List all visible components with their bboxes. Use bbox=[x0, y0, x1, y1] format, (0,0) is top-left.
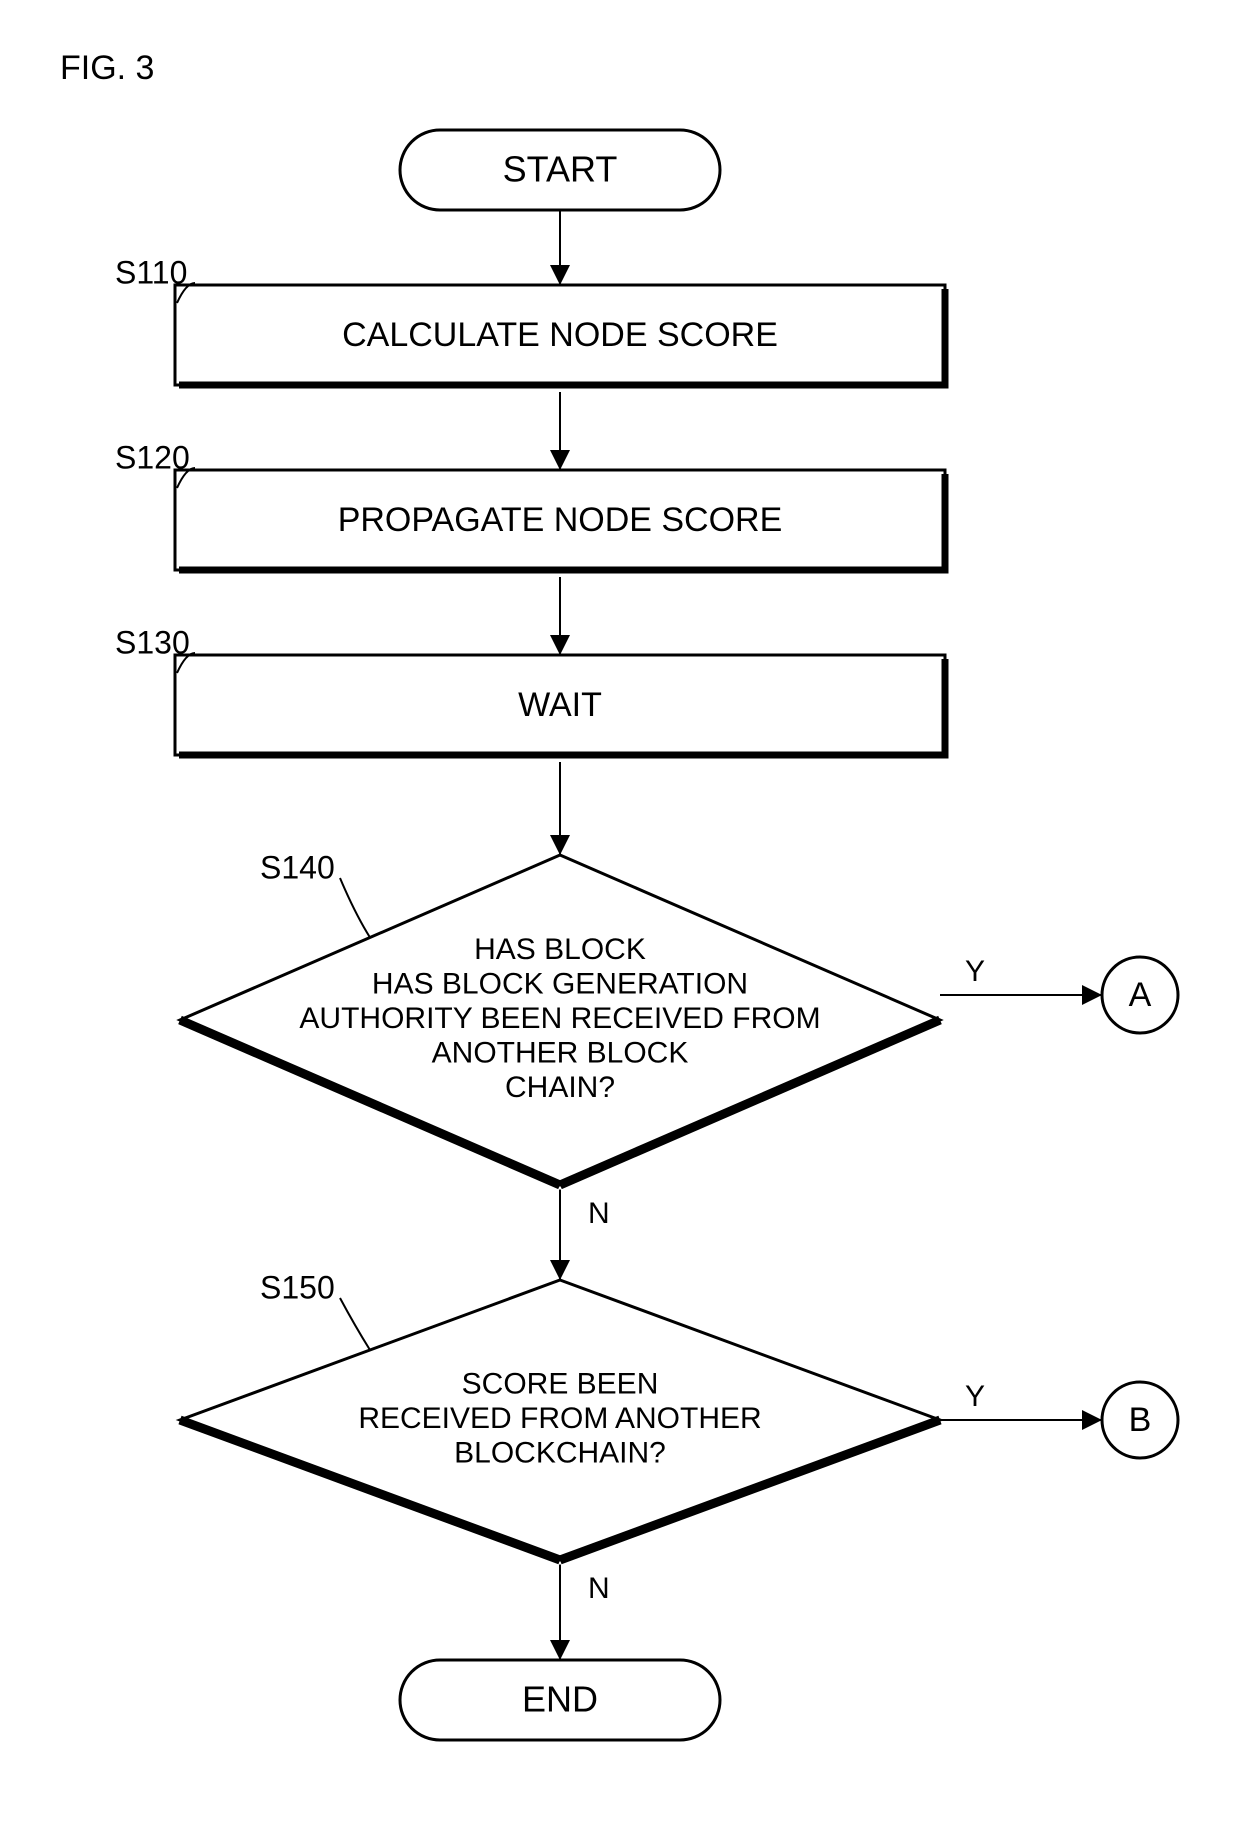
arrow-s140-no-head bbox=[550, 1260, 570, 1280]
arrow-s120-s130-head bbox=[550, 635, 570, 655]
end-terminator-text: END bbox=[522, 1679, 598, 1720]
decision-s150-line0: SCORE BEEN bbox=[462, 1367, 659, 1400]
decision-s150-line2: BLOCKCHAIN? bbox=[454, 1436, 666, 1469]
s150-no-label: N bbox=[588, 1572, 610, 1605]
process-s130-text: WAIT bbox=[518, 686, 602, 724]
decision-s140-line1: HAS BLOCK GENERATION bbox=[372, 967, 748, 1000]
arrow-s110-s120-head bbox=[550, 450, 570, 470]
process-s110-text: CALCULATE NODE SCORE bbox=[342, 316, 778, 354]
decision-s150-leader bbox=[340, 1298, 370, 1350]
process-s130-label: S130 bbox=[115, 624, 190, 660]
process-s120-text: PROPAGATE NODE SCORE bbox=[338, 501, 783, 539]
process-s120-label: S120 bbox=[115, 439, 190, 475]
decision-s150-label: S150 bbox=[260, 1269, 335, 1305]
s140-yes-label: Y bbox=[965, 955, 985, 988]
decision-s140-leader bbox=[340, 878, 370, 938]
arrow-s150-yes-head bbox=[1082, 1410, 1102, 1430]
arrow-s150-no-head bbox=[550, 1640, 570, 1660]
s150-yes-label: Y bbox=[965, 1380, 985, 1413]
connector-a-text: A bbox=[1129, 976, 1152, 1014]
decision-s140-label: S140 bbox=[260, 849, 335, 885]
arrow-s140-yes-head bbox=[1082, 985, 1102, 1005]
decision-s140-line4: CHAIN? bbox=[505, 1071, 615, 1104]
decision-s140-line2: AUTHORITY BEEN RECEIVED FROM bbox=[299, 1002, 820, 1035]
decision-s140-line0: HAS BLOCK bbox=[474, 933, 646, 966]
s140-no-label: N bbox=[588, 1197, 610, 1230]
arrow-start-s110-head bbox=[550, 265, 570, 285]
decision-s140-line3: ANOTHER BLOCK bbox=[432, 1036, 689, 1069]
decision-s150-line1: RECEIVED FROM ANOTHER bbox=[358, 1402, 761, 1435]
arrow-s130-s140-head bbox=[550, 835, 570, 855]
connector-b-text: B bbox=[1129, 1401, 1152, 1439]
start-terminator-text: START bbox=[503, 149, 618, 190]
process-s110-label: S110 bbox=[115, 254, 187, 290]
figure-label: FIG. 3 bbox=[60, 49, 154, 87]
